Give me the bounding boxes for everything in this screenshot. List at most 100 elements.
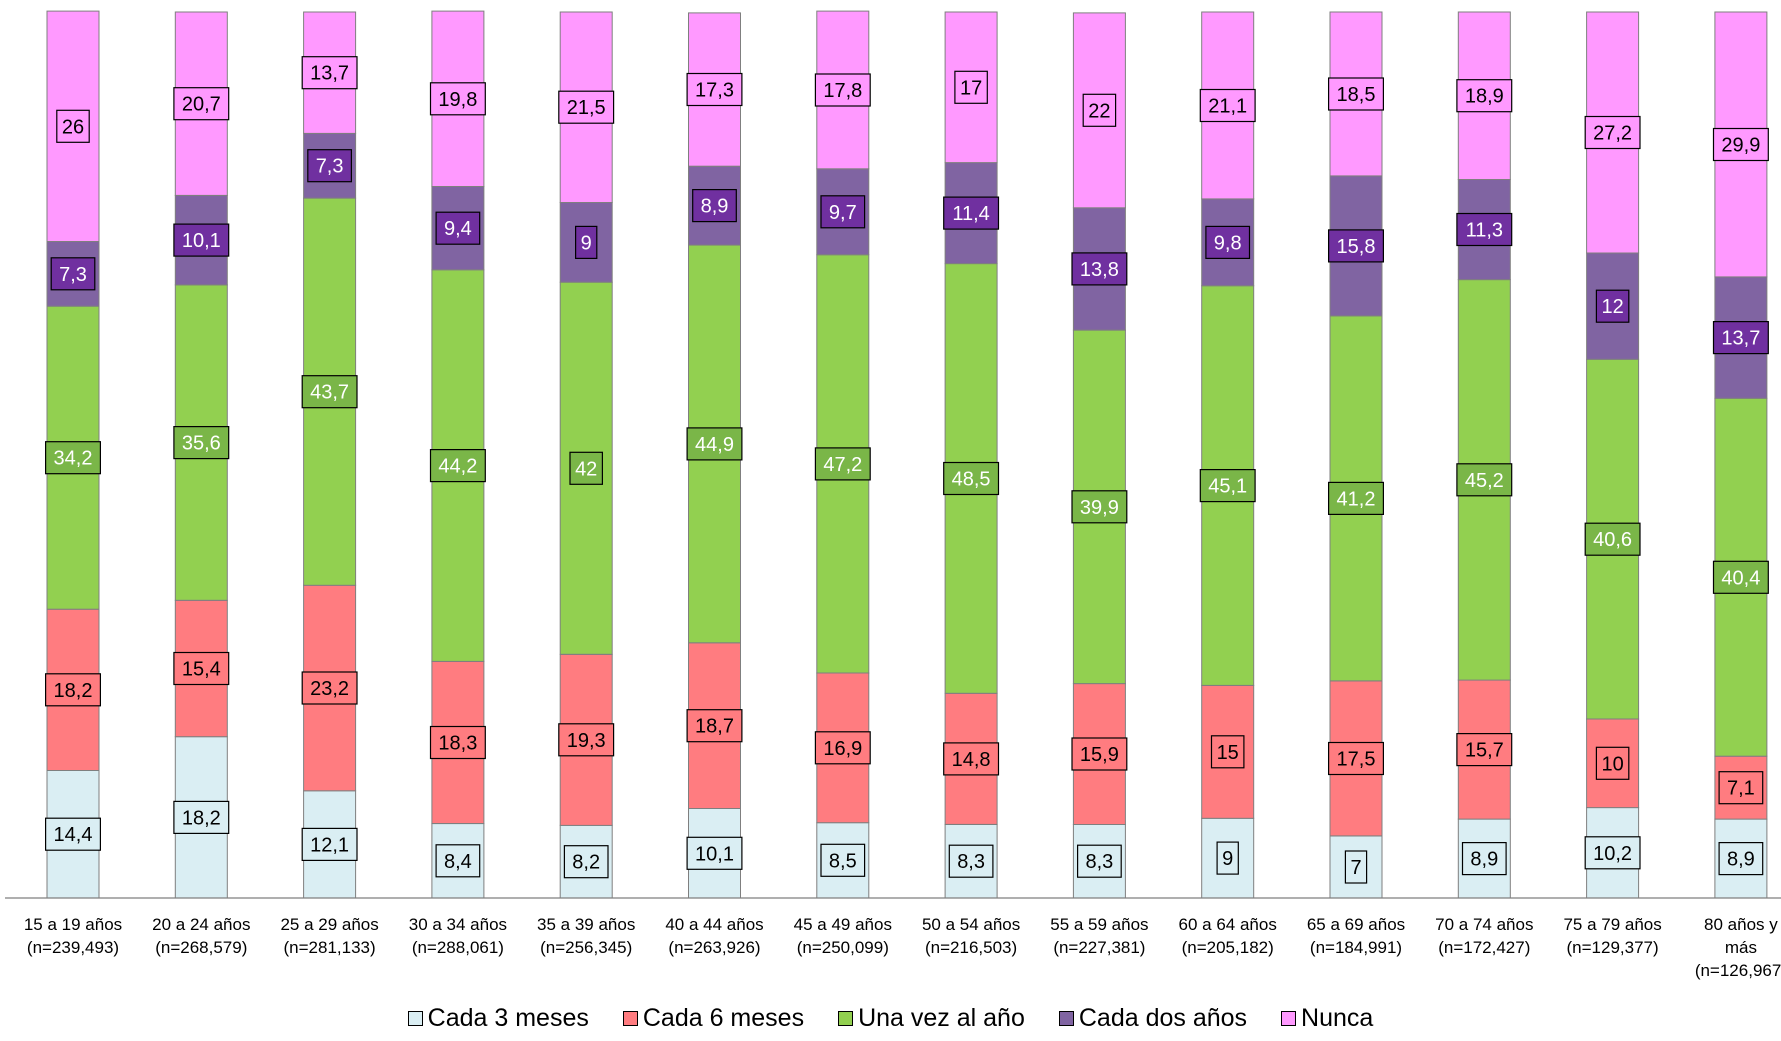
data-label-box	[301, 827, 358, 862]
data-label: 15,4	[182, 659, 221, 681]
data-label: 9	[581, 232, 592, 254]
data-label: 45,2	[1465, 470, 1504, 492]
data-label: 41,2	[1337, 488, 1376, 510]
data-label-box	[173, 800, 230, 835]
data-label-box	[1199, 469, 1256, 503]
data-label: 9,7	[829, 202, 857, 224]
data-label-box	[686, 427, 743, 461]
data-label-box	[1584, 836, 1641, 870]
data-label-box	[814, 731, 871, 765]
data-label-box	[686, 836, 743, 870]
legend-swatch	[407, 1010, 423, 1026]
data-label: 29,9	[1721, 135, 1760, 157]
category-label: 80 años y	[1704, 915, 1778, 934]
legend-label: Nunca	[1301, 1003, 1374, 1032]
data-label: 15,7	[1465, 740, 1504, 762]
data-label: 10	[1601, 753, 1623, 775]
data-label: 11,3	[1466, 220, 1503, 242]
category-label: (n=172,427)	[1438, 938, 1530, 957]
data-label-box	[1584, 522, 1641, 556]
data-label: 18,5	[1337, 84, 1376, 106]
legend-swatch	[838, 1010, 854, 1026]
data-label-box	[948, 844, 994, 878]
data-label-box	[1718, 771, 1764, 805]
data-label: 9,4	[444, 218, 472, 240]
data-label: 23,2	[310, 678, 349, 700]
data-label: 7	[1350, 857, 1361, 879]
data-label-box	[301, 56, 358, 90]
data-label-box	[954, 70, 988, 104]
data-label: 39,9	[1080, 497, 1119, 519]
data-label: 8,3	[957, 851, 985, 873]
data-label: 12	[1601, 296, 1623, 318]
legend-swatch	[622, 1010, 638, 1026]
data-label-box	[1076, 844, 1122, 878]
data-label: 8,4	[444, 851, 472, 873]
category-label: 30 a 34 años	[409, 915, 507, 934]
data-label: 27,2	[1593, 123, 1632, 145]
data-label: 20,7	[182, 94, 221, 116]
data-label-box	[943, 196, 1000, 230]
data-label: 15,9	[1080, 744, 1119, 766]
data-label: 26	[62, 116, 84, 138]
data-label: 9	[1222, 848, 1233, 870]
data-label-box	[558, 723, 615, 757]
data-label: 22	[1088, 100, 1110, 122]
legend-item: Nunca	[1281, 1004, 1373, 1033]
data-label-box	[435, 211, 481, 245]
category-label: 55 a 59 años	[1050, 915, 1148, 934]
category-label: (n=250,099)	[797, 938, 889, 957]
data-label-box	[692, 189, 737, 223]
data-label: 17,3	[695, 80, 734, 102]
data-label-box	[1456, 463, 1513, 497]
data-label: 16,9	[823, 738, 862, 760]
data-label: 15	[1217, 742, 1239, 764]
data-label-box	[1456, 732, 1513, 767]
category-label: (n=239,493)	[27, 938, 119, 957]
data-label-box	[1327, 741, 1384, 776]
data-label-box	[1327, 77, 1384, 111]
category-label: (n=288,061)	[412, 938, 504, 957]
data-label-box	[301, 671, 358, 705]
legend-swatch	[1281, 1010, 1297, 1026]
data-label-box	[1461, 841, 1507, 876]
legend-item: Una vez al año	[838, 1004, 1025, 1033]
legend-label: Cada dos años	[1078, 1003, 1248, 1032]
category-label: 65 a 69 años	[1307, 915, 1405, 934]
legend-label: Una vez al año	[858, 1003, 1025, 1032]
category-label: (n=184,991)	[1310, 938, 1402, 957]
data-label-box	[820, 843, 866, 877]
data-label: 9,8	[1214, 232, 1242, 254]
category-label: 75 a 79 años	[1563, 915, 1661, 934]
data-label-box	[1071, 490, 1128, 524]
data-label: 13,8	[1080, 259, 1119, 281]
stacked-bar-chart: 14,4 18,2 34,2 7,3 26 18,2 15,4 35,6 10,1 20,7 12,…	[5, 10, 1781, 980]
data-label: 18,2	[54, 680, 93, 702]
data-label-box	[307, 149, 352, 183]
category-label: (n=227,381)	[1053, 938, 1145, 957]
data-label-box	[1595, 746, 1630, 780]
data-label-box	[1456, 212, 1513, 247]
data-label-box	[686, 72, 743, 107]
category-label: (n=129,377)	[1567, 938, 1659, 957]
data-label-box	[943, 742, 1000, 776]
data-label: 15,8	[1337, 236, 1376, 258]
data-label: 21,5	[567, 97, 606, 119]
data-label-box	[814, 447, 871, 481]
data-label: 18,9	[1465, 86, 1504, 108]
data-label: 48,5	[952, 469, 991, 491]
data-label: 35,6	[182, 433, 221, 455]
legend-item: Cada dos años	[1058, 1003, 1248, 1033]
data-label-box	[56, 109, 90, 143]
legend-swatch	[1058, 1010, 1074, 1026]
data-label-box	[686, 709, 743, 743]
category-label: (n=256,345)	[540, 938, 632, 957]
category-label: (n=126,967)	[1695, 961, 1781, 980]
data-label-box	[44, 441, 101, 475]
data-label-box	[1082, 93, 1117, 127]
data-label-box	[50, 257, 96, 291]
data-label: 7,3	[316, 156, 344, 178]
data-label-box	[173, 426, 230, 460]
data-label: 8,3	[1085, 851, 1113, 873]
data-label-box	[558, 90, 615, 124]
